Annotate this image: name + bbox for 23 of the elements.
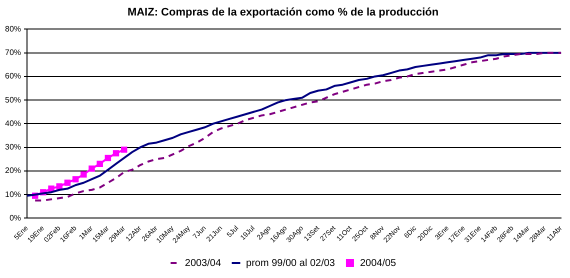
y-tick-label: 70% bbox=[4, 48, 22, 58]
point bbox=[72, 176, 79, 182]
point bbox=[88, 165, 95, 172]
legend-label: 2003/04 bbox=[184, 258, 222, 269]
point bbox=[64, 180, 71, 186]
chart-title: MAIZ: Compras de la exportación como % de la producción bbox=[127, 6, 439, 19]
y-tick-label: 20% bbox=[4, 166, 22, 176]
point bbox=[120, 146, 128, 153]
y-tick-label: 30% bbox=[4, 142, 22, 152]
y-tick-label: 40% bbox=[4, 118, 22, 128]
point bbox=[80, 171, 87, 178]
legend-label: prom 99/00 al 02/03 bbox=[246, 258, 336, 269]
point bbox=[48, 186, 54, 192]
point bbox=[104, 154, 112, 162]
y-tick-label: 0% bbox=[9, 213, 22, 222]
point bbox=[56, 183, 62, 190]
point bbox=[96, 160, 103, 167]
y-tick-label: 10% bbox=[4, 190, 22, 199]
y-tick-label: 60% bbox=[4, 72, 22, 81]
legend-label: 2004/05 bbox=[360, 258, 397, 269]
y-tick-label: 80% bbox=[4, 24, 22, 34]
point bbox=[112, 150, 120, 156]
y-tick-label: 50% bbox=[4, 95, 22, 104]
